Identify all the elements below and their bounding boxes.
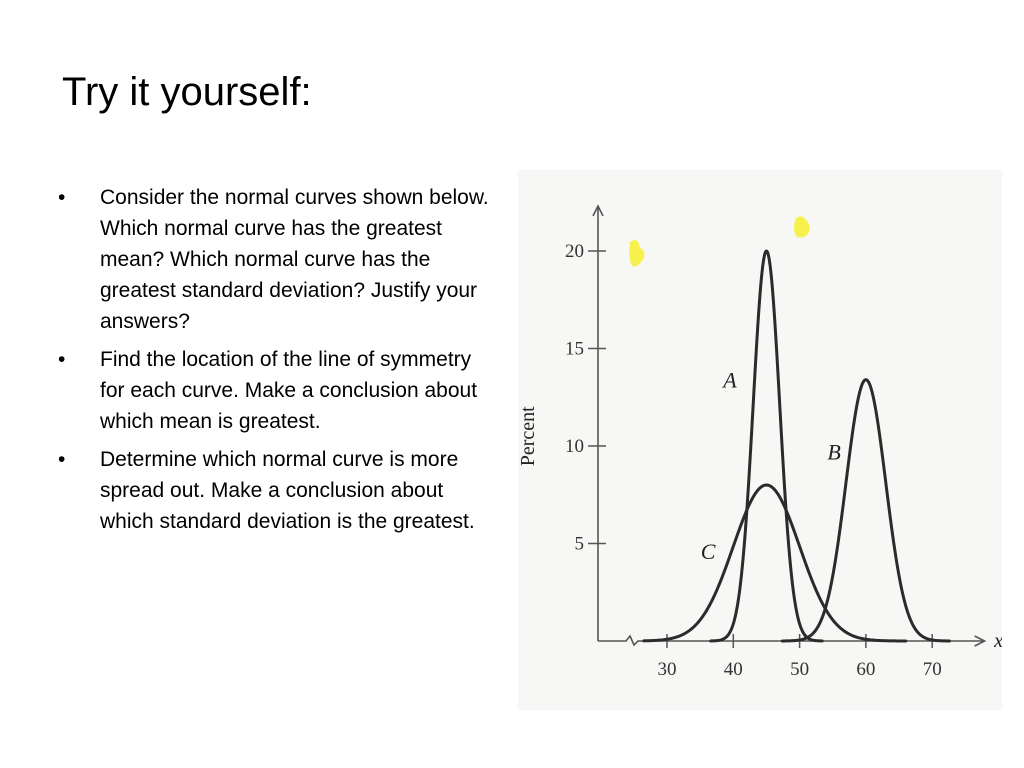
- highlighter-marks: [629, 216, 810, 267]
- x-axis-line: [598, 634, 985, 647]
- curve-c: [642, 483, 908, 643]
- x-tick-label: 60: [856, 659, 875, 680]
- bullet-item: • Determine which normal curve is more s…: [58, 444, 498, 537]
- slide-title: Try it yourself:: [62, 70, 312, 114]
- highlighter-mark: [629, 240, 645, 267]
- bullet-list: • Consider the normal curves shown below…: [58, 182, 498, 544]
- x-tick-label: 30: [658, 659, 677, 680]
- bullet-glyph: •: [58, 186, 66, 209]
- chart-axes: [592, 204, 987, 647]
- bullet-glyph: •: [58, 348, 66, 371]
- series-curves: [642, 249, 951, 643]
- curve-label-a: A: [721, 368, 737, 393]
- curve-b: [780, 378, 951, 643]
- series-labels: A B C: [701, 368, 841, 565]
- y-ticks: 5 10 15 20: [565, 241, 606, 555]
- y-tick-label: 15: [565, 339, 584, 360]
- y-tick-label: 5: [575, 534, 585, 555]
- bullet-glyph: •: [58, 448, 66, 471]
- normal-curves-figure: 5 10 15 20 30 40 50 60 70 A B C Percent x: [518, 170, 1002, 710]
- bullet-text: Determine which normal curve is more spr…: [100, 448, 475, 533]
- x-ticks: 30 40 50 60 70: [658, 634, 942, 680]
- y-tick-label: 10: [565, 436, 584, 457]
- x-tick-label: 40: [724, 659, 743, 680]
- normal-curves-chart: 5 10 15 20 30 40 50 60 70 A B C Percent x: [518, 170, 1002, 710]
- bullet-item: • Consider the normal curves shown below…: [58, 182, 498, 337]
- curve-label-b: B: [827, 440, 840, 465]
- x-axis-label: x: [993, 630, 1002, 652]
- x-axis-arrow: [974, 635, 987, 647]
- bullet-text: Consider the normal curves shown below. …: [100, 186, 489, 333]
- curve-a: [709, 249, 824, 643]
- x-tick-label: 70: [923, 659, 942, 680]
- x-tick-label: 50: [790, 659, 809, 680]
- bullet-text: Find the location of the line of symmetr…: [100, 348, 478, 433]
- highlighter-mark: [794, 216, 810, 238]
- y-tick-label: 20: [565, 241, 584, 262]
- y-axis-label: Percent: [518, 406, 539, 466]
- bullet-item: • Find the location of the line of symme…: [58, 344, 498, 437]
- curve-label-c: C: [701, 539, 716, 564]
- y-axis-arrow: [592, 204, 604, 217]
